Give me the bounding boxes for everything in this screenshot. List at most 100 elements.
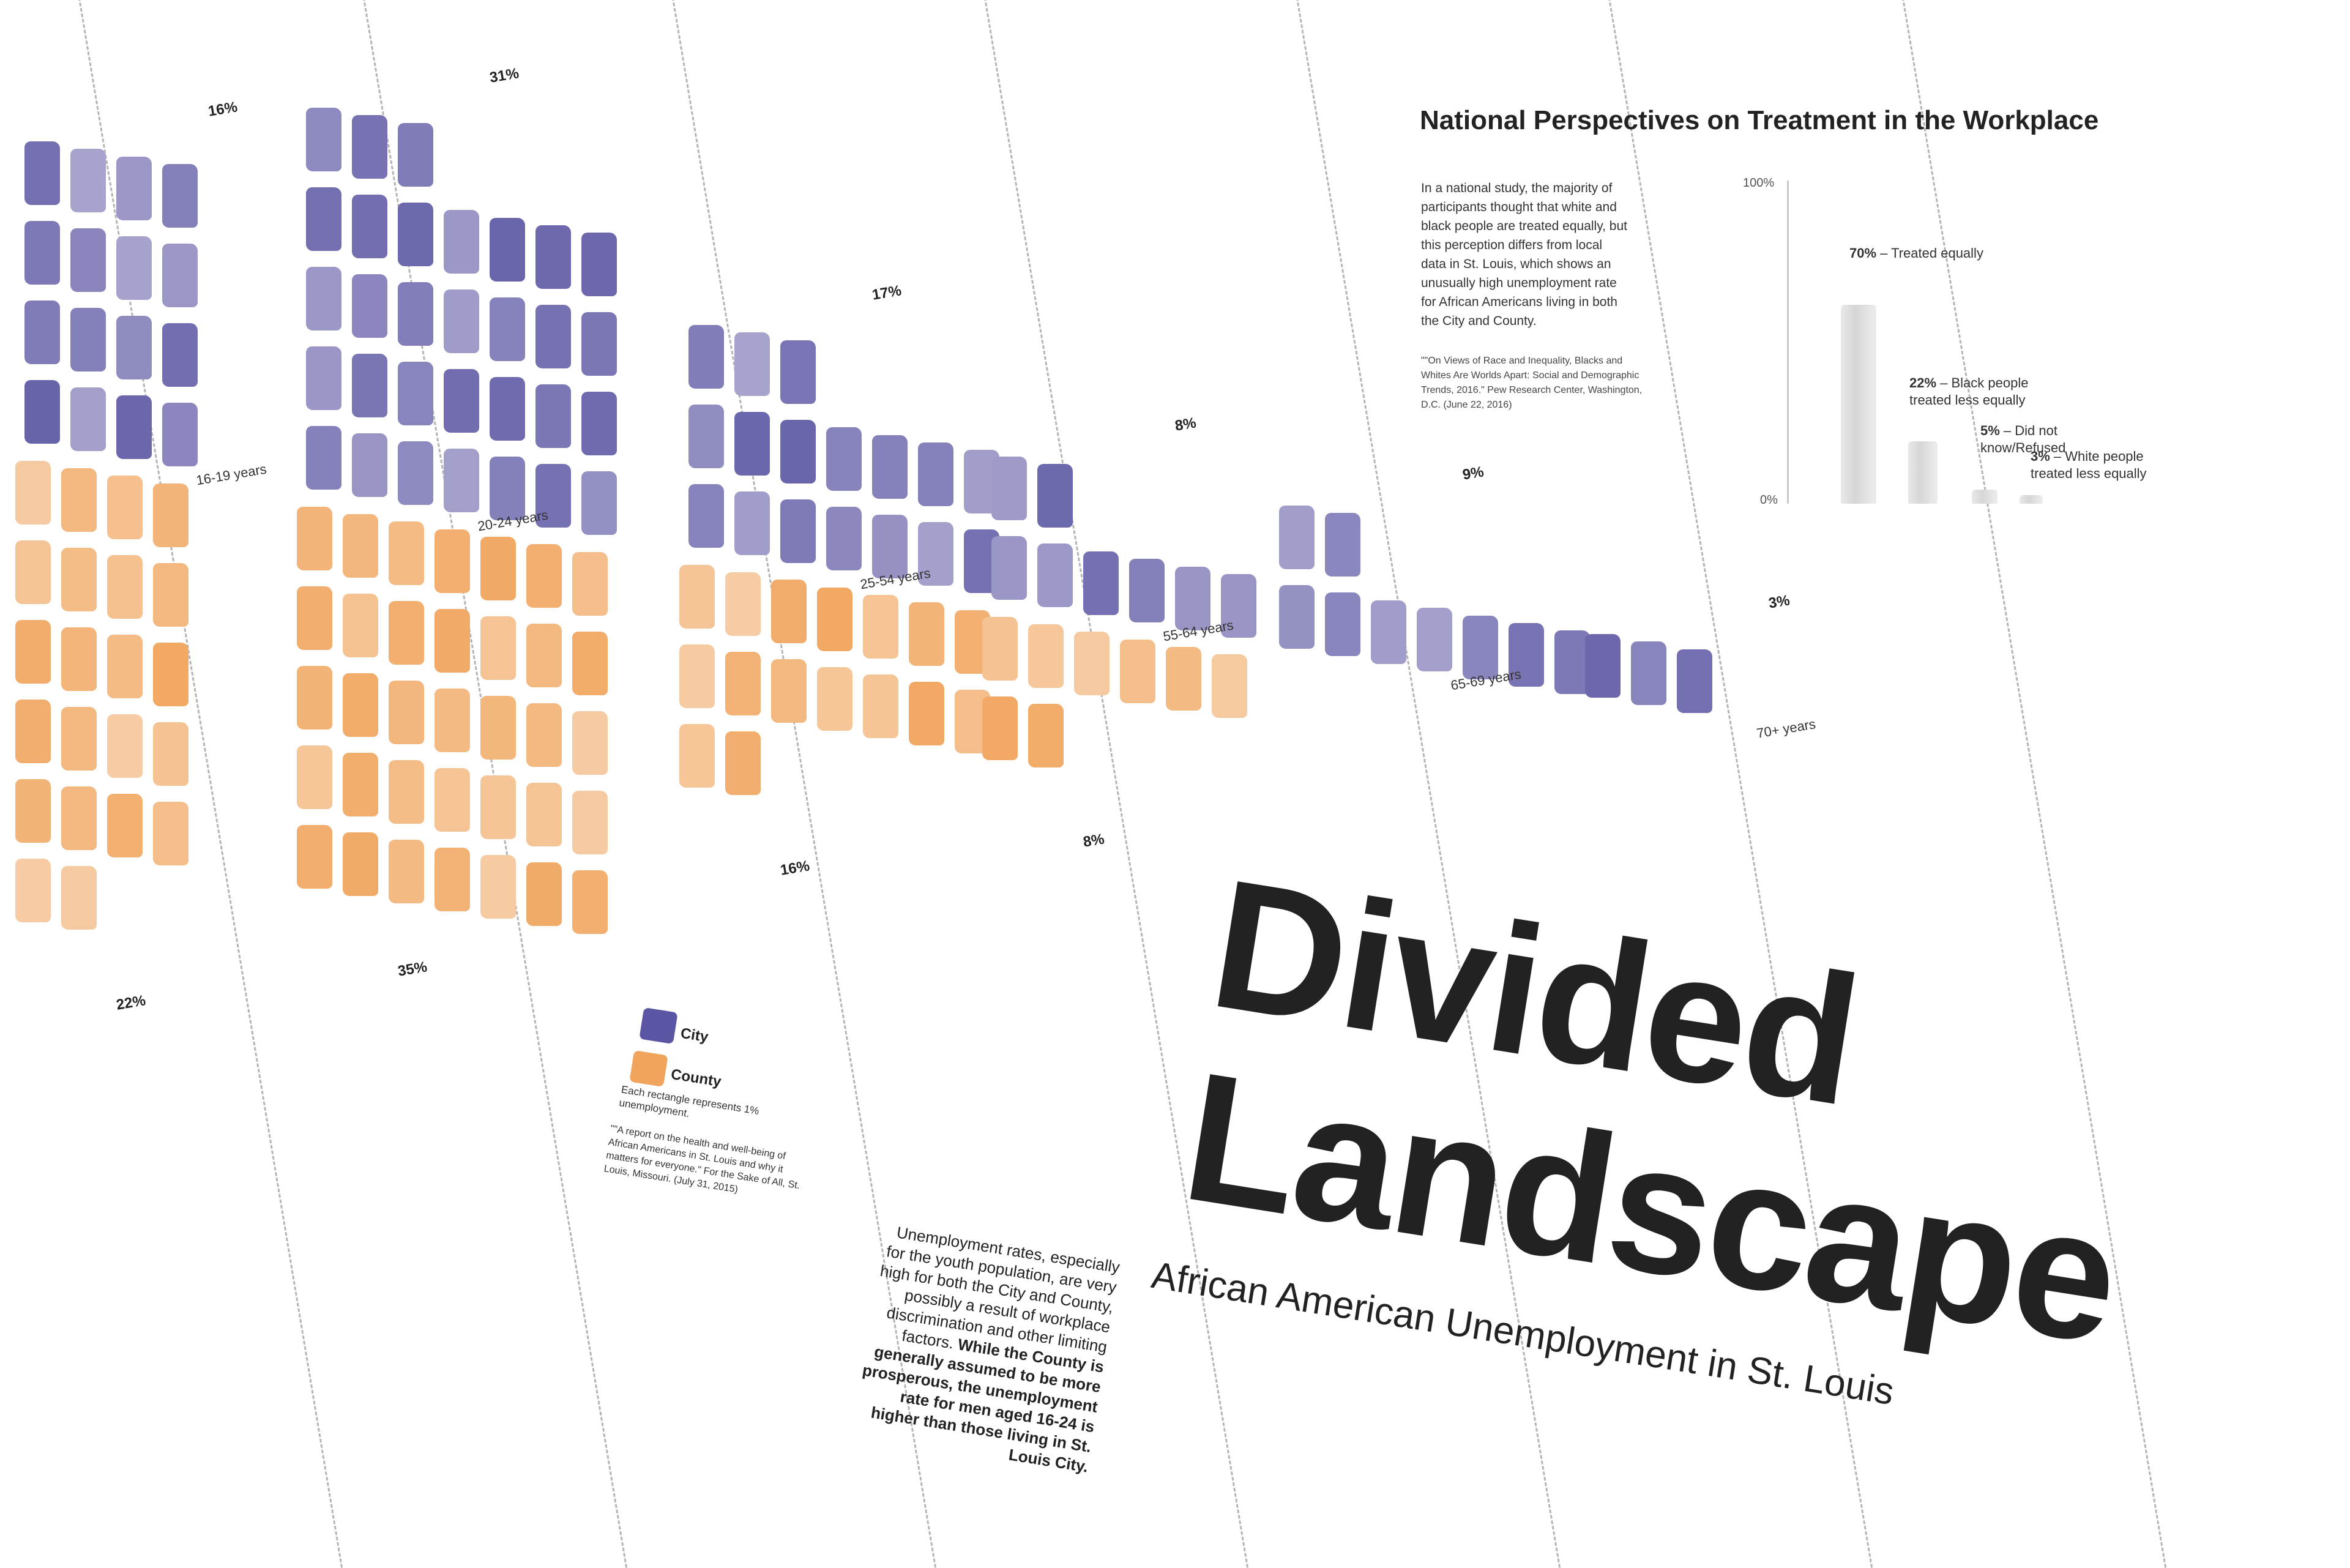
legend-source: ""A report on the health and well-being …	[603, 1123, 801, 1195]
city-cell	[24, 141, 60, 205]
legend-note: Each rectangle represents 1% unemploymen…	[618, 1083, 760, 1120]
national-bar-label: 5% – Did not know/Refused	[1980, 422, 2127, 457]
city-cell	[398, 361, 433, 425]
county-cell	[107, 555, 143, 619]
county-cell	[863, 674, 898, 739]
city-cell	[24, 301, 60, 364]
city-cell	[70, 149, 106, 213]
county-cell	[817, 666, 852, 731]
body-paragraph-bold: While the County is generally assumed to…	[861, 1335, 1106, 1476]
city-cell	[1371, 600, 1406, 664]
county-percent-label: 8%	[1081, 831, 1106, 851]
city-cell	[306, 108, 341, 171]
county-cell	[297, 824, 332, 889]
city-cell	[1677, 649, 1712, 713]
legend-county-swatch	[629, 1050, 668, 1088]
county-cell	[389, 601, 424, 665]
city-cell	[398, 202, 433, 266]
county-cell	[435, 529, 470, 593]
city-cell	[490, 217, 525, 282]
county-cell	[15, 778, 51, 843]
county-cell	[526, 783, 562, 847]
national-title: National Perspectives on Treatment in th…	[1420, 105, 2099, 135]
county-cell	[61, 468, 97, 532]
county-cell	[526, 862, 562, 927]
city-cell	[490, 376, 525, 441]
county-cell	[435, 608, 470, 673]
city-cell	[1509, 622, 1544, 687]
city-cell	[444, 369, 479, 433]
county-cell	[297, 665, 332, 730]
county-cell	[107, 794, 143, 858]
county-cell	[61, 706, 97, 771]
legend-city-label: City	[679, 1025, 710, 1046]
county-cell	[1074, 632, 1110, 696]
county-cell	[572, 551, 608, 616]
county-cell	[725, 572, 761, 636]
county-cell	[153, 483, 188, 547]
national-bar-percent: 3%	[2031, 449, 2050, 464]
county-cell	[297, 506, 332, 570]
city-cell	[70, 387, 106, 452]
county-cell	[572, 870, 608, 934]
county-cell	[389, 521, 424, 586]
national-bar	[1908, 441, 1938, 504]
city-cell	[826, 507, 862, 571]
city-cell	[116, 236, 152, 300]
national-body: In a national study, the majority of par…	[1421, 181, 1628, 328]
county-percent-label: 35%	[397, 958, 428, 980]
county-cell	[526, 624, 562, 688]
city-cell	[490, 297, 525, 361]
national-axis	[1787, 181, 1789, 504]
city-percent-label: 31%	[488, 65, 520, 86]
national-bar-percent: 70%	[1849, 245, 1877, 261]
county-cell	[107, 714, 143, 778]
city-cell	[398, 122, 433, 187]
city-cell	[116, 156, 152, 220]
city-cell	[116, 315, 152, 379]
city-cell	[991, 536, 1027, 600]
county-cell	[863, 595, 898, 659]
age-label: 16-19 years	[195, 461, 268, 488]
county-cell	[435, 767, 470, 832]
city-cell	[398, 282, 433, 346]
city-cell	[306, 267, 341, 330]
county-cell	[909, 682, 944, 746]
city-cell	[581, 312, 617, 376]
national-bar-text: – White people treated less equally	[2031, 449, 2147, 481]
county-cell	[389, 681, 424, 745]
national-bar	[2020, 495, 2043, 504]
poster: 16-19 years 16% 22% 20-24 years 31% 35% 25-54 …	[15, 0, 2177, 1568]
county-cell	[15, 619, 51, 684]
city-cell	[306, 426, 341, 490]
national-bar-text: – Treated equally	[1876, 245, 1983, 261]
county-cell	[679, 644, 715, 708]
city-cell	[162, 403, 198, 467]
city-cell	[872, 514, 908, 578]
city-cell	[688, 405, 724, 468]
city-cell	[918, 442, 953, 506]
county-cell	[107, 476, 143, 540]
city-cell	[991, 457, 1027, 520]
city-cell	[70, 228, 106, 293]
county-cell	[1212, 654, 1247, 719]
city-cell	[306, 187, 341, 251]
body-paragraph: Unemployment rates, especially for the y…	[845, 1219, 1121, 1477]
county-percent-label: 22%	[115, 992, 147, 1014]
city-cell	[535, 384, 571, 448]
city-cell	[444, 210, 479, 274]
county-cell	[771, 580, 807, 644]
county-cell	[1028, 703, 1064, 767]
county-cell	[771, 659, 807, 723]
county-cell	[297, 586, 332, 650]
county-cell	[389, 840, 424, 904]
city-cell	[490, 456, 525, 520]
city-cell	[1325, 592, 1360, 657]
city-cell	[24, 380, 60, 444]
county-cell	[15, 699, 51, 763]
county-cell	[61, 786, 97, 850]
city-cell	[535, 463, 571, 528]
county-cell	[480, 855, 516, 919]
axis-bottom-label: 0%	[1760, 493, 1778, 507]
national-bar-label: 3% – White people treated less equally	[2031, 448, 2177, 482]
